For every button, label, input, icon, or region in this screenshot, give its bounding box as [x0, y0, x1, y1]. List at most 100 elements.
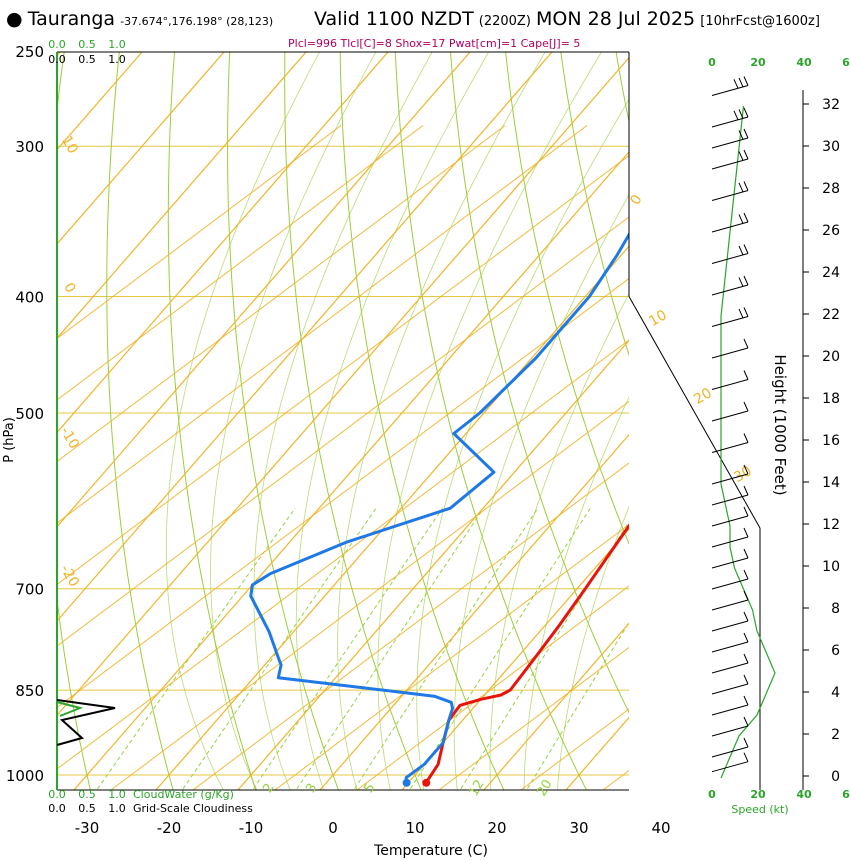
- isotherm-line: [319, 433, 629, 790]
- temperature-tick-label: 30: [569, 819, 588, 837]
- isotherm-line: [565, 716, 629, 790]
- wind-barb-feather: [743, 244, 749, 254]
- temperature-tick-label: -30: [75, 819, 100, 837]
- wind-barb-feather: [743, 695, 749, 706]
- isotherm-cross-line: [520, 708, 629, 790]
- wind-barb-feather: [743, 433, 749, 443]
- wind-barb: [711, 128, 749, 149]
- height-tick-label: 12: [822, 517, 840, 533]
- wind-barb: [711, 674, 749, 695]
- cloudwater-top-tick: 0.0: [48, 38, 66, 51]
- wind-barb: [711, 548, 749, 569]
- sounding-parameters: Plcl=996 Tlcl[C]=8 Shox=17 Pwat[cm]=1 Ca…: [288, 37, 581, 50]
- wind-barb-feather: [743, 737, 749, 748]
- moist-adiabat: [377, 52, 602, 790]
- wind-speed-profile: [720, 105, 776, 779]
- isotherm-cross-line: [356, 585, 629, 790]
- wind-barb: [711, 401, 749, 422]
- mixing-ratio-line: [295, 507, 484, 790]
- wind-barb-feather: [738, 77, 744, 88]
- wind-barb: [711, 752, 749, 773]
- wind-barb: [711, 149, 749, 170]
- wind-barb-shaft: [711, 316, 749, 327]
- mixing-ratio-line: [96, 507, 296, 790]
- wind-barb-shaft: [711, 85, 749, 96]
- cloudiness-top-tick: 0.5: [78, 53, 96, 66]
- wind-barb: [711, 632, 749, 653]
- wind-speed-top-tick: 20: [750, 56, 766, 69]
- wind-barb-feather: [738, 308, 744, 319]
- wind-barb-shaft: [711, 379, 749, 390]
- isotherm-cross-line: [274, 523, 629, 790]
- wind-barb-feather: [738, 151, 744, 161]
- wind-barb-feather: [738, 245, 744, 256]
- station-name: Tauranga: [27, 8, 116, 30]
- wind-barb: [711, 611, 749, 632]
- wind-barb: [711, 370, 749, 390]
- surface-temperature-marker: [422, 778, 431, 787]
- wind-barb-shaft: [711, 190, 749, 201]
- isotherm-label: 0: [60, 280, 78, 296]
- valid-time: Valid 1100 NZDT: [314, 8, 474, 30]
- wind-barb-shaft: [711, 725, 749, 737]
- temperature-tick-label: -20: [157, 819, 182, 837]
- dewpoint-line: [249, 231, 629, 783]
- wind-barb-feather: [743, 485, 749, 496]
- height-tick-label: 10: [822, 559, 840, 575]
- pressure-tick-label: 500: [15, 405, 44, 423]
- moist-adiabat: [489, 292, 629, 790]
- isotherm-line: [57, 52, 225, 245]
- wind-barb-shaft: [711, 473, 749, 485]
- plot-area: [57, 52, 629, 790]
- wind-barb-shaft: [711, 683, 749, 695]
- wind-barb-feather: [743, 548, 749, 559]
- wind-barb-feather: [743, 464, 749, 475]
- wind-barb: [711, 485, 749, 506]
- wind-speed-bottom-tick: 20: [750, 788, 766, 801]
- wind-barb-feather: [743, 370, 749, 380]
- wind-barb-feather: [743, 674, 749, 685]
- pressure-tick-label: 400: [15, 288, 44, 306]
- moist-adiabat: [253, 52, 433, 790]
- mixing-ratio-label: 20: [534, 777, 555, 799]
- moist-adiabat: [416, 98, 629, 790]
- cloudwater-bottom-tick: 1.0: [108, 788, 126, 801]
- wind-speed-bottom-tick: 40: [796, 788, 812, 801]
- wind-barb: [711, 107, 749, 128]
- isotherm-cross-line: [57, 125, 588, 524]
- cloudiness-bottom-tick: 0.5: [78, 802, 96, 815]
- isotherm-line: [57, 52, 307, 340]
- mixing-ratio-label: 5: [361, 781, 378, 796]
- wind-barb-feather: [743, 716, 749, 727]
- wind-barb: [711, 212, 749, 233]
- wind-barb: [711, 181, 749, 201]
- wind-speed-top-tick: 0: [708, 56, 716, 69]
- wind-barb-shaft: [711, 557, 749, 569]
- wind-barb: [711, 464, 749, 485]
- moist-adiabat: [165, 52, 320, 790]
- isotherm-cross-line: [57, 154, 629, 586]
- wind-barb-feather: [743, 752, 749, 762]
- temperature-tick-label: 20: [487, 819, 506, 837]
- moist-adiabat: [557, 505, 629, 790]
- pressure-axis-label: P (hPa): [2, 417, 17, 463]
- wind-barb-feather: [743, 653, 749, 664]
- cloudiness-bottom-tick: 1.0: [108, 802, 126, 815]
- isotherm-label: 10: [646, 307, 669, 330]
- dry-adiabat: [394, 52, 588, 790]
- height-tick-label: 2: [831, 727, 840, 743]
- wind-barb-shaft: [711, 221, 749, 233]
- dry-adiabat: [505, 52, 629, 545]
- height-axis-label: Height (1000 Feet): [771, 354, 789, 495]
- dry-adiabat: [449, 52, 629, 714]
- height-tick-label: 22: [822, 307, 840, 323]
- wind-barb: [711, 737, 749, 758]
- cloudwater-top-tick: 1.0: [108, 38, 126, 51]
- wind-barb-shaft: [711, 620, 749, 632]
- wind-barb: [711, 506, 749, 527]
- isotherm-line: [57, 52, 471, 528]
- isotherm-line: [155, 245, 629, 790]
- wind-barb-feather: [743, 401, 749, 412]
- utc-time: (2200Z): [478, 14, 531, 29]
